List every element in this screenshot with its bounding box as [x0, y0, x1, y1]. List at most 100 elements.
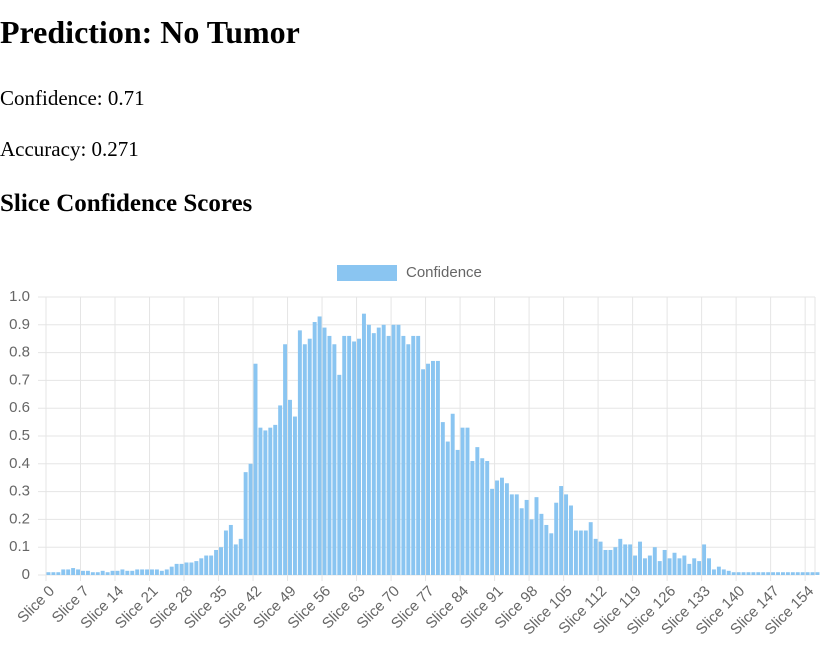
bar — [243, 472, 248, 575]
bar — [544, 524, 549, 575]
bar — [465, 427, 470, 575]
bar — [638, 541, 642, 575]
bar — [657, 561, 662, 575]
bar — [539, 513, 544, 575]
bar — [588, 522, 593, 575]
bar — [741, 572, 746, 575]
bar — [702, 544, 707, 575]
bar — [623, 544, 628, 575]
x-tick-label: Slice 0 — [14, 583, 58, 627]
bar — [421, 369, 426, 575]
bar — [61, 569, 66, 575]
bar — [381, 324, 386, 575]
bar — [667, 558, 672, 575]
bar — [633, 555, 638, 575]
bar — [273, 424, 278, 575]
bar — [80, 570, 85, 575]
bar — [125, 570, 130, 575]
bar — [376, 327, 381, 575]
bar — [416, 335, 421, 575]
bar — [495, 480, 500, 575]
y-tick-label: 0.8 — [9, 344, 30, 361]
bar — [312, 322, 317, 575]
bar — [120, 569, 125, 575]
section-title: Slice Confidence Scores — [0, 190, 253, 217]
bar — [795, 572, 800, 575]
bar — [85, 570, 90, 575]
bar — [810, 572, 815, 575]
bar — [100, 570, 105, 575]
bar — [115, 570, 120, 575]
bar — [751, 572, 756, 575]
bar — [184, 562, 189, 575]
bar — [716, 566, 721, 575]
bar — [322, 327, 327, 575]
y-tick-label: 0.9 — [9, 316, 30, 333]
bar — [209, 555, 214, 575]
bar — [283, 344, 288, 575]
bar — [366, 324, 371, 575]
bar — [150, 569, 154, 575]
bar — [569, 505, 573, 575]
y-tick-label: 0 — [22, 566, 30, 583]
bar — [460, 427, 465, 575]
y-tick-label: 0.1 — [9, 538, 30, 555]
bar — [470, 461, 475, 575]
bar — [504, 483, 509, 575]
bar — [509, 494, 514, 575]
bar — [71, 568, 76, 575]
bar — [687, 563, 692, 575]
bar — [514, 494, 519, 575]
confidence-text: Confidence: 0.71 — [0, 86, 145, 110]
bar — [352, 341, 357, 575]
bar — [761, 572, 766, 575]
bar — [268, 427, 273, 575]
bar — [347, 335, 352, 575]
bar — [391, 324, 396, 575]
legend-label: Confidence — [406, 264, 482, 281]
bar — [297, 330, 302, 575]
bar — [238, 538, 243, 575]
bar — [159, 570, 164, 575]
bar — [682, 555, 687, 575]
bar — [692, 558, 697, 575]
bar — [411, 335, 416, 575]
y-tick-label: 0.4 — [9, 455, 30, 472]
bar — [697, 561, 702, 575]
bar — [440, 422, 445, 575]
bar — [603, 549, 608, 575]
bar — [95, 572, 100, 575]
bar — [164, 569, 169, 575]
y-tick-label: 0.2 — [9, 510, 30, 527]
bar — [110, 570, 115, 575]
bar — [554, 502, 559, 575]
bar — [56, 572, 61, 575]
bar — [292, 416, 297, 575]
bar — [223, 530, 228, 575]
bar — [317, 316, 322, 575]
bar — [766, 572, 771, 575]
bar — [707, 558, 711, 575]
bar — [598, 541, 603, 575]
bar — [559, 486, 564, 575]
bar — [790, 572, 795, 575]
bar — [337, 374, 342, 575]
bar — [288, 399, 292, 575]
bar — [51, 572, 56, 575]
bar — [154, 569, 159, 575]
bar — [815, 572, 820, 575]
bar — [529, 519, 534, 575]
bar — [780, 572, 785, 575]
bar — [455, 449, 460, 575]
bar — [105, 572, 110, 575]
bar — [564, 494, 569, 575]
bar — [642, 558, 647, 575]
bar — [677, 558, 682, 575]
bar — [140, 569, 145, 575]
bar — [214, 549, 219, 575]
legend-swatch — [337, 265, 397, 281]
bar — [66, 569, 71, 575]
bar — [776, 572, 781, 575]
bar — [46, 572, 51, 575]
